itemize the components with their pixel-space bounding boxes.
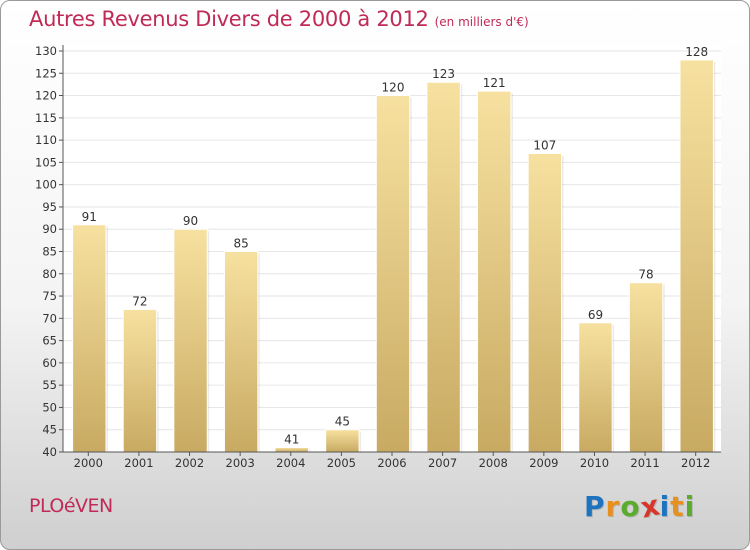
- y-tick-label: 55: [42, 378, 57, 392]
- proxiti-logo[interactable]: Proxiti: [584, 488, 696, 524]
- bar-2012[interactable]: [679, 59, 714, 453]
- data-label-2009: 107: [533, 138, 556, 152]
- bar-2008[interactable]: [477, 90, 512, 453]
- data-label-2004: 41: [284, 433, 299, 447]
- x-tick-label-2006: 2006: [377, 456, 406, 470]
- chart-title: Autres Revenus Divers de 2000 à 2012 (en …: [29, 7, 529, 31]
- bar-2007[interactable]: [426, 81, 461, 453]
- y-tick-label: 85: [42, 245, 57, 259]
- x-tick-label-2003: 2003: [226, 456, 255, 470]
- logo-letter: o: [620, 490, 641, 523]
- data-label-2005: 45: [335, 415, 350, 429]
- bar-2011[interactable]: [628, 282, 664, 453]
- y-tick-label: 45: [42, 423, 57, 437]
- axes: 40 45 50 55 60 65 70 75 80 85 90 95 100 105 110 115 120 1…: [35, 44, 721, 470]
- x-tick-label-2010: 2010: [580, 456, 609, 470]
- y-tick-label: 115: [35, 111, 57, 125]
- x-tick-label-2001: 2001: [124, 456, 153, 470]
- y-tick-label: 70: [42, 311, 57, 325]
- bar-2009[interactable]: [527, 152, 563, 453]
- y-tick-label: 105: [35, 155, 57, 169]
- y-tick-label: 65: [42, 334, 57, 348]
- data-label-2011: 78: [638, 268, 653, 282]
- x-tick-label-2012: 2012: [681, 456, 710, 470]
- chart-subtitle: (en milliers d'€): [434, 15, 529, 29]
- y-tick-label: 125: [35, 66, 57, 80]
- data-label-2002: 90: [183, 214, 198, 228]
- x-tick-label-2008: 2008: [479, 456, 508, 470]
- bar-2004[interactable]: [274, 447, 309, 453]
- logo-letter: r: [605, 490, 621, 523]
- data-label-2006: 120: [382, 81, 405, 95]
- bar-2001[interactable]: [122, 308, 158, 453]
- logo-letter: i: [659, 490, 671, 523]
- y-tick-label: 120: [35, 89, 57, 103]
- logo-letter: P: [584, 490, 606, 523]
- y-tick-label: 100: [35, 178, 57, 192]
- x-tick-label-2000: 2000: [74, 456, 103, 470]
- commune-name: PLOéVEN: [29, 495, 113, 517]
- bar-2005[interactable]: [325, 429, 360, 453]
- chart-title-text: Autres Revenus Divers de 2000 à 2012: [29, 7, 429, 31]
- bar-2003[interactable]: [223, 251, 259, 453]
- bar-2002[interactable]: [173, 228, 208, 453]
- y-tick-label: 110: [35, 133, 57, 147]
- y-tick-label: 95: [42, 200, 57, 214]
- data-label-2007: 123: [432, 67, 455, 81]
- x-tick-label-2002: 2002: [175, 456, 204, 470]
- data-label-2000: 91: [82, 210, 97, 224]
- logo-letter: i: [684, 490, 696, 523]
- bar-2006[interactable]: [375, 95, 411, 453]
- x-tick-label-2004: 2004: [276, 456, 305, 470]
- data-label-2003: 85: [234, 237, 249, 251]
- data-label-2010: 69: [588, 308, 603, 322]
- y-tick-label: 50: [42, 400, 57, 414]
- bars: 91 72 90 85 41 45 120 123 121 107 69 78 128: [72, 45, 716, 453]
- x-tick-label-2011: 2011: [630, 456, 659, 470]
- bar-2010[interactable]: [578, 322, 613, 453]
- x-tick-label-2009: 2009: [529, 456, 558, 470]
- x-tick-label-2007: 2007: [428, 456, 457, 470]
- y-tick-label: 60: [42, 356, 57, 370]
- y-tick-label: 130: [35, 44, 57, 58]
- data-label-2008: 121: [483, 76, 506, 90]
- bar-2000[interactable]: [72, 224, 107, 453]
- y-tick-label: 80: [42, 267, 57, 281]
- data-label-2001: 72: [132, 294, 147, 308]
- y-tick-label: 40: [42, 445, 57, 459]
- logo-letter: t: [670, 490, 685, 523]
- y-tick-label: 75: [42, 289, 57, 303]
- x-tick-label-2005: 2005: [327, 456, 356, 470]
- data-label-2012: 128: [685, 45, 708, 59]
- y-tick-label: 90: [42, 222, 57, 236]
